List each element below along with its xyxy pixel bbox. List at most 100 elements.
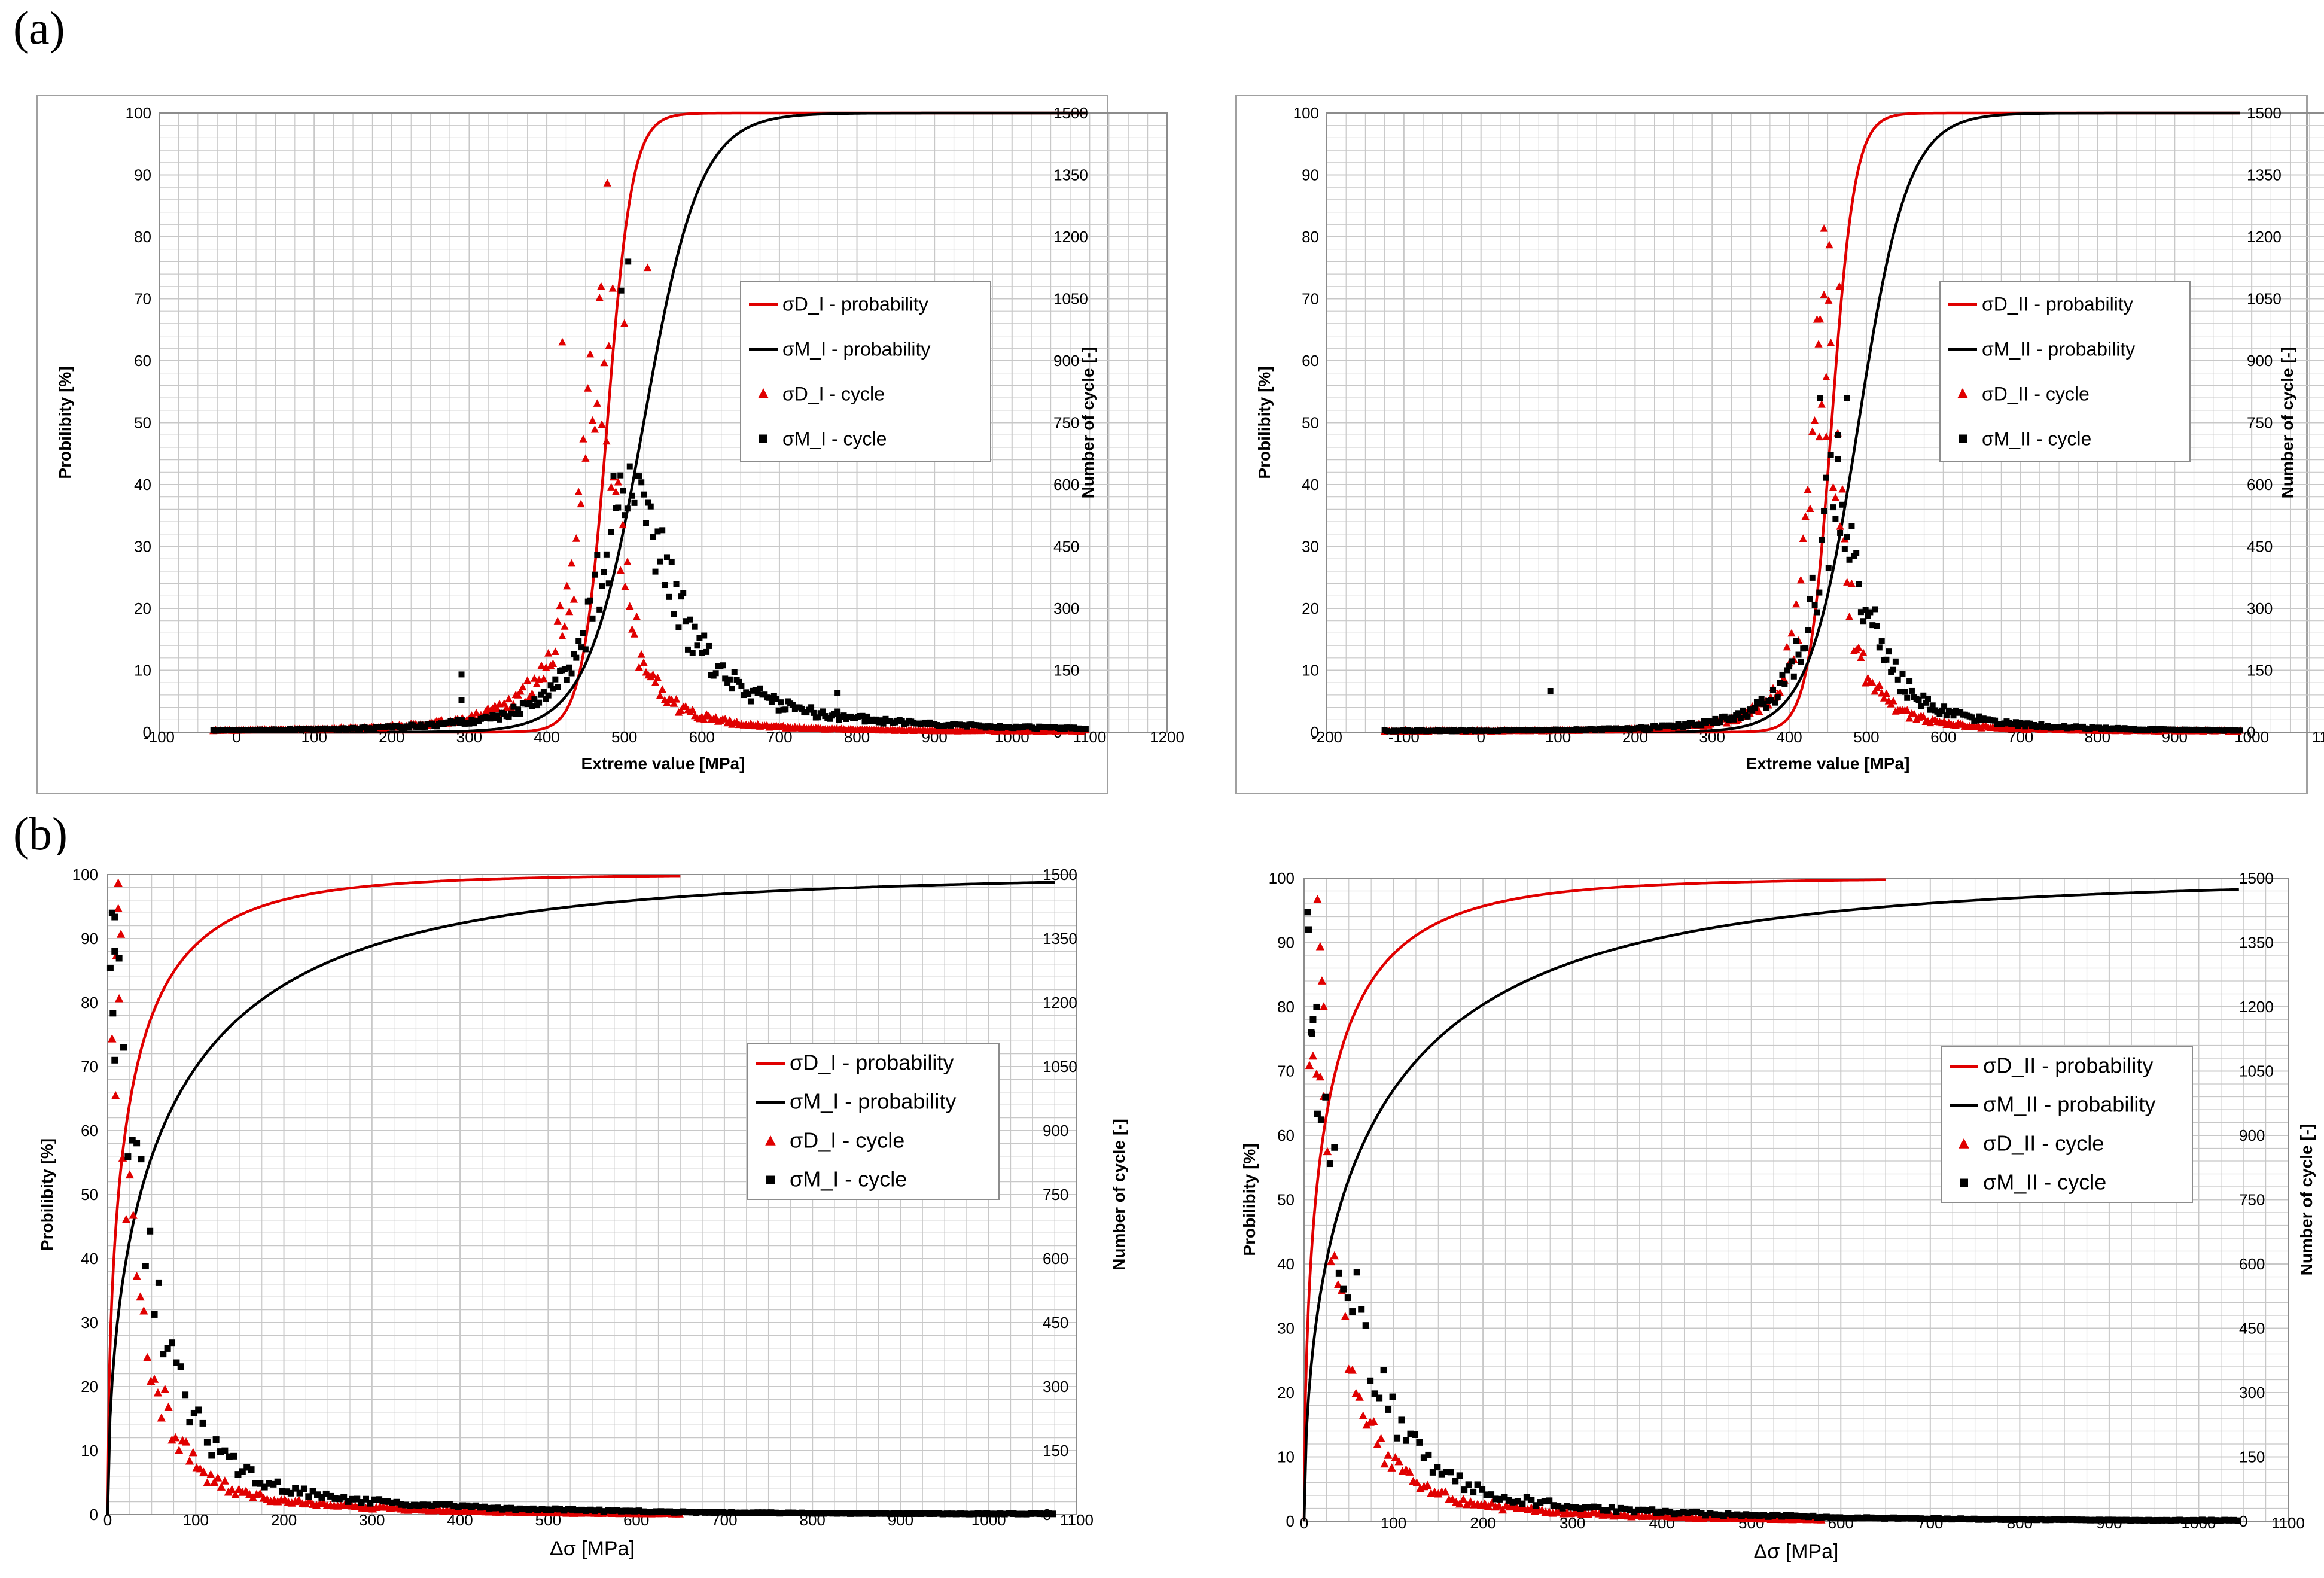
series--m-i-probability <box>106 881 1055 1515</box>
cycle-point <box>706 1509 713 1516</box>
cycle-point <box>188 1448 198 1457</box>
cycle-point <box>528 689 537 697</box>
cycle-point <box>1537 1499 1544 1506</box>
y-tick-label: 0 <box>1311 723 1319 741</box>
cycle-point <box>988 1510 995 1518</box>
cycle-point <box>1317 1116 1324 1123</box>
cycle-point <box>1783 642 1791 651</box>
cycle-point <box>1927 706 1933 713</box>
legend-label: σM_I - cycle <box>782 428 887 450</box>
cycle-point <box>948 1510 955 1518</box>
cycle-point <box>2145 1516 2152 1524</box>
cycle-point <box>556 1506 564 1513</box>
cycle-point <box>2176 1516 2183 1524</box>
y2-tick-label: 750 <box>1053 414 1079 432</box>
legend: σD_I - probability σM_I - probability σD_I… <box>747 1043 1000 1200</box>
cycle-point <box>591 1507 598 1515</box>
cycle-point <box>666 1508 674 1515</box>
cycle-point <box>1626 1506 1633 1513</box>
y2-tick-label: 1500 <box>2239 869 2274 887</box>
cycle-point <box>684 646 691 653</box>
cycle-point <box>672 695 681 703</box>
cycle-point <box>565 1506 572 1513</box>
cycle-point <box>1889 696 1897 705</box>
cycle-point <box>728 1509 735 1516</box>
y-tick-label: 10 <box>1302 662 1319 680</box>
cycle-point <box>1676 1510 1683 1517</box>
y-tick-label: 50 <box>81 1186 98 1204</box>
cycle-point <box>2028 1516 2036 1524</box>
cycle-point <box>1322 1093 1329 1101</box>
cycle-point <box>578 1506 585 1513</box>
series--d-i-cycle <box>108 878 684 1518</box>
cycle-point <box>543 1506 550 1513</box>
y2-tick-label: 600 <box>1043 1250 1068 1268</box>
y-tick-label: 0 <box>90 1506 98 1524</box>
cycle-point <box>2154 1516 2161 1524</box>
cycle-point <box>1541 1498 1548 1505</box>
cycle-point <box>384 1498 391 1505</box>
y-tick-label: 30 <box>1302 538 1319 556</box>
cycle-point <box>647 503 654 510</box>
y2-tick-label: 1350 <box>2247 166 2282 184</box>
cycle-point <box>595 293 604 301</box>
cycle-point <box>389 1499 396 1506</box>
cycle-point <box>1737 715 1744 721</box>
cycle-point <box>1769 1512 1777 1519</box>
x-tick-label: 200 <box>271 1511 297 1529</box>
cycle-point <box>571 651 577 657</box>
cycle-point <box>581 454 590 462</box>
cycle-point <box>618 1507 625 1515</box>
cycle-point <box>195 1406 202 1414</box>
cycle-point <box>2069 1516 2076 1523</box>
cycle-point <box>542 663 550 671</box>
cycle-point <box>1702 1512 1709 1519</box>
cycle-point <box>799 1509 806 1516</box>
cycle-point <box>2194 1517 2201 1524</box>
cycle-point <box>1970 1515 1978 1522</box>
cycle-point <box>632 612 641 620</box>
cycle-point <box>827 715 833 722</box>
cycle-point <box>700 715 708 724</box>
cycle-point <box>561 666 568 672</box>
cycle-point <box>565 607 574 616</box>
cycle-point <box>512 1506 519 1513</box>
cycle-point <box>584 384 592 392</box>
plot-frame <box>159 112 1168 733</box>
cycle-point <box>1814 609 1820 616</box>
cycle-point <box>1014 1510 1021 1518</box>
cycle-point <box>243 1464 251 1471</box>
cycle-point <box>666 593 672 600</box>
x-axis-title: Δσ [MPa] <box>1754 1540 1839 1563</box>
cycle-point <box>1865 613 1871 619</box>
cycle-point <box>1825 296 1833 304</box>
cycle-point <box>1317 976 1327 985</box>
cycle-point <box>1816 589 1823 596</box>
cycle-point <box>2189 1516 2197 1524</box>
x-axis-title: Extreme value [MPa] <box>581 754 745 773</box>
cycle-point <box>1429 1469 1436 1476</box>
cycle-point <box>922 1510 929 1517</box>
cycle-point <box>1897 689 1903 695</box>
cycle-point <box>1796 1513 1803 1520</box>
cycle-point <box>1845 1515 1853 1522</box>
cycle-point <box>1788 658 1795 665</box>
cycle-point <box>1908 687 1915 694</box>
cycle-point <box>1411 1431 1418 1438</box>
cycle-point <box>208 1452 215 1459</box>
cycle-point <box>820 708 826 715</box>
legend-label: σD_II - cycle <box>1982 383 2090 405</box>
cycle-point <box>1886 1514 1893 1521</box>
cycle-point <box>776 1510 784 1517</box>
cycle-point <box>624 505 631 512</box>
cycle-point <box>732 1509 739 1516</box>
cycle-point <box>588 416 597 424</box>
y2-tick-label: 300 <box>2247 599 2273 617</box>
cycle-point <box>1820 224 1828 232</box>
cycle-point <box>594 552 601 558</box>
cycle-point <box>143 1352 152 1361</box>
cycle-point <box>621 582 629 590</box>
cycle-point <box>1747 1512 1754 1519</box>
cycle-point <box>663 554 670 560</box>
cycle-point <box>1993 1515 2000 1522</box>
